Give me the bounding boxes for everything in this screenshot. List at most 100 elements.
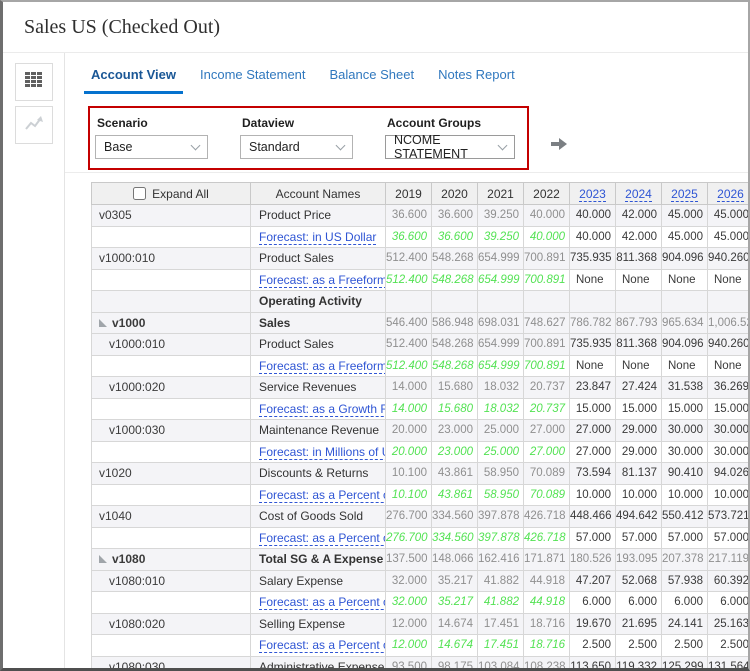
value-cell[interactable]: 700.891 [523,268,570,291]
dataview-select[interactable]: Standard [240,135,353,159]
value-cell[interactable]: 334.560 [431,526,478,549]
value-cell[interactable]: 45.000 [707,225,748,248]
value-cell[interactable]: 36.600 [385,225,432,248]
value-cell[interactable]: 17.451 [477,634,524,657]
year-header-2023[interactable]: 2023 [569,182,616,205]
value-cell[interactable]: 42.000 [615,225,662,248]
value-cell[interactable]: None [661,268,708,291]
value-cell[interactable]: 32.000 [385,591,432,614]
value-cell[interactable]: 14.674 [431,634,478,657]
forecast-method-link[interactable]: Forecast: in US Dollar [259,229,377,245]
value-cell[interactable]: 36.600 [431,225,478,248]
forecast-method-link[interactable]: Forecast: as a Freeform: U [259,272,385,288]
value-cell[interactable]: 512.400 [385,268,432,291]
value-cell[interactable]: 6.000 [661,591,708,614]
value-cell[interactable]: None [707,354,748,377]
year-link[interactable]: 2026 [717,186,744,202]
value-cell[interactable]: 57.000 [569,526,616,549]
scenario-select[interactable]: Base [95,135,208,159]
year-link[interactable]: 2025 [671,186,698,202]
value-cell[interactable]: 23.000 [431,440,478,463]
value-cell[interactable]: 40.000 [569,225,616,248]
value-cell[interactable]: 27.000 [523,440,570,463]
value-cell[interactable]: 6.000 [615,591,662,614]
value-cell[interactable]: 57.000 [615,526,662,549]
forecast-method-link[interactable]: Forecast: as a Percent of S [259,530,385,546]
value-cell[interactable]: 397.878 [477,526,524,549]
value-cell[interactable]: 6.000 [569,591,616,614]
value-cell[interactable]: 20.000 [385,440,432,463]
value-cell[interactable]: 700.891 [523,354,570,377]
value-cell[interactable]: 25.000 [477,440,524,463]
forecast-method-link[interactable]: Forecast: as a Freeform: U [259,358,385,374]
value-cell[interactable]: 45.000 [661,225,708,248]
value-cell[interactable]: 2.500 [615,634,662,657]
expand-all-checkbox[interactable] [133,187,147,200]
year-link[interactable]: 2024 [625,186,652,202]
forecast-method-link[interactable]: Forecast: in Millions of US [259,444,385,460]
collapse-expander-icon[interactable] [99,318,107,327]
value-cell[interactable]: 35.217 [431,591,478,614]
value-cell[interactable]: 15.000 [707,397,748,420]
value-cell[interactable]: 18.032 [477,397,524,420]
value-cell[interactable]: None [569,268,616,291]
value-cell[interactable]: 44.918 [523,591,570,614]
value-cell[interactable]: 10.000 [569,483,616,506]
value-cell[interactable]: None [615,354,662,377]
value-cell[interactable]: 276.700 [385,526,432,549]
value-cell[interactable]: 2.500 [707,634,748,657]
value-cell[interactable]: 15.000 [615,397,662,420]
forecast-method-link[interactable]: Forecast: as a Percent of S [259,595,385,611]
value-cell[interactable]: 39.250 [477,225,524,248]
value-cell[interactable]: 30.000 [661,440,708,463]
value-cell[interactable]: 41.882 [477,591,524,614]
year-header-2026[interactable]: 2026 [707,182,748,205]
forecast-method-link[interactable]: Forecast: as a Percent of S [259,638,385,654]
account-groups-select[interactable]: NCOME STATEMENT [385,133,515,161]
value-cell[interactable]: 15.680 [431,397,478,420]
value-cell[interactable]: 10.000 [661,483,708,506]
value-cell[interactable]: 58.950 [477,483,524,506]
value-cell[interactable]: 20.737 [523,397,570,420]
apply-filters-button[interactable] [549,136,569,157]
value-cell[interactable]: 2.500 [661,634,708,657]
value-cell[interactable]: 57.000 [707,526,748,549]
value-cell[interactable]: 654.999 [477,354,524,377]
value-cell[interactable]: 43.861 [431,483,478,506]
value-cell[interactable]: 426.718 [523,526,570,549]
value-cell[interactable]: 6.000 [707,591,748,614]
value-cell[interactable]: None [615,268,662,291]
value-cell[interactable]: 10.100 [385,483,432,506]
value-cell[interactable]: 30.000 [707,440,748,463]
forecast-method-link[interactable]: Forecast: as a Percent of F [259,487,385,503]
value-cell[interactable]: 18.716 [523,634,570,657]
year-header-2024[interactable]: 2024 [615,182,662,205]
tab-notes-report[interactable]: Notes Report [438,67,515,82]
value-cell[interactable]: 70.089 [523,483,570,506]
value-cell[interactable]: 548.268 [431,354,478,377]
collapse-expander-icon[interactable] [99,555,107,564]
value-cell[interactable]: 29.000 [615,440,662,463]
value-cell[interactable]: 548.268 [431,268,478,291]
value-cell[interactable]: None [569,354,616,377]
value-cell[interactable]: 512.400 [385,354,432,377]
value-cell[interactable]: 27.000 [569,440,616,463]
value-cell[interactable]: 10.000 [615,483,662,506]
tab-balance-sheet[interactable]: Balance Sheet [329,67,415,82]
grid-view-button[interactable] [14,63,53,101]
value-cell[interactable]: 15.000 [569,397,616,420]
value-cell[interactable]: 10.000 [707,483,748,506]
value-cell[interactable]: 15.000 [661,397,708,420]
value-cell[interactable]: None [707,268,748,291]
value-cell[interactable]: 654.999 [477,268,524,291]
value-cell[interactable]: 12.000 [385,634,432,657]
value-cell[interactable]: 57.000 [661,526,708,549]
value-cell[interactable]: 40.000 [523,225,570,248]
tab-account-view[interactable]: Account View [84,67,184,94]
value-cell[interactable]: 14.000 [385,397,432,420]
forecast-method-link[interactable]: Forecast: as a Growth Rat [259,401,385,417]
value-cell[interactable]: 2.500 [569,634,616,657]
chart-view-button[interactable] [14,106,53,144]
value-cell[interactable]: None [661,354,708,377]
year-header-2025[interactable]: 2025 [661,182,708,205]
